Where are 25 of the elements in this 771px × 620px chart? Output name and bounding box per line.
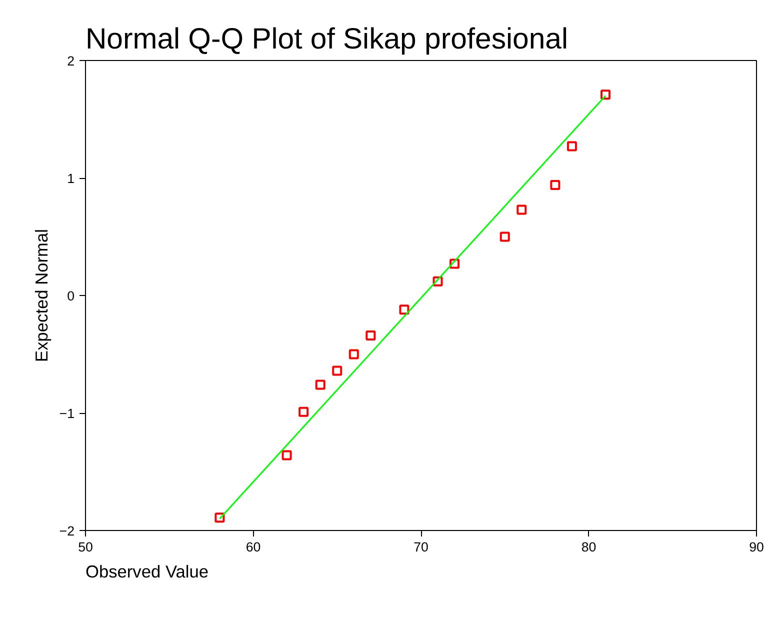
x-axis-title: Observed Value [86, 562, 208, 582]
point [516, 204, 527, 215]
point [332, 366, 342, 376]
x-tick-label: 90 [749, 540, 764, 554]
y-tick-label: −2 [59, 524, 75, 538]
x-tick-label: 70 [414, 540, 428, 554]
y-tick-label: 0 [67, 288, 75, 304]
point [298, 406, 309, 417]
point [500, 232, 510, 242]
point [282, 450, 292, 460]
point [366, 330, 376, 340]
chart-title: Normal Q-Q Plot of Sikap profesional [86, 22, 568, 56]
point [600, 90, 611, 100]
point [315, 380, 326, 390]
point [348, 349, 359, 360]
point [399, 304, 410, 315]
y-tick-label: −1 [59, 406, 75, 421]
y-tick-label: 1 [67, 171, 75, 186]
y-tick-label: 2 [67, 54, 75, 68]
x-tick-label: 50 [78, 540, 93, 554]
x-tick-label: 80 [581, 540, 596, 554]
point [566, 141, 577, 152]
y-axis-title: Expected Normal [31, 229, 52, 362]
x-tick-label: 60 [246, 540, 261, 554]
point [550, 180, 560, 190]
